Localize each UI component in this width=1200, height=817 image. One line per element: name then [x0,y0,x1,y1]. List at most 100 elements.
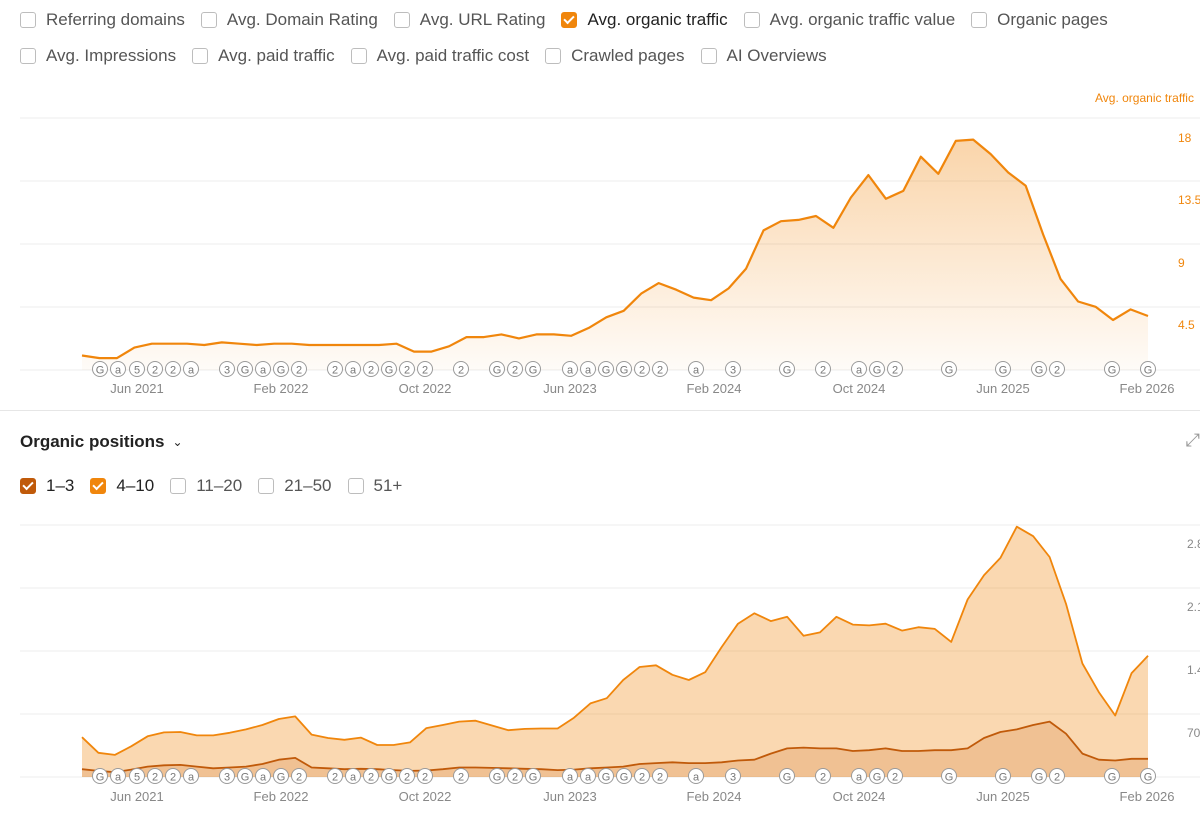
annotation-marker[interactable]: 2 [887,768,903,784]
annotation-marker[interactable]: 2 [327,361,343,377]
checkbox-checked-icon[interactable] [90,478,107,494]
annotation-marker[interactable]: 2 [399,361,415,377]
checkbox-ai-overviews[interactable]: AI Overviews [700,46,827,66]
annotation-marker[interactable]: a [345,768,361,784]
annotation-marker[interactable]: 2 [363,361,379,377]
annotation-marker[interactable]: a [851,768,867,784]
annotation-marker[interactable]: 2 [417,768,433,784]
checkbox-avg-organic-traffic-value[interactable]: Avg. organic traffic value [743,10,955,30]
checkbox-icon[interactable] [350,48,367,64]
annotation-marker[interactable]: 2 [453,768,469,784]
annotation-marker[interactable]: G [273,361,289,377]
annotation-marker[interactable]: 2 [417,361,433,377]
annotation-marker[interactable]: 3 [725,361,741,377]
annotation-marker[interactable]: a [580,361,596,377]
annotation-marker[interactable]: 2 [363,768,379,784]
annotation-marker[interactable]: 2 [291,361,307,377]
checkbox-4-10[interactable]: 4–10 [90,476,154,496]
checkbox-11-20[interactable]: 11–20 [170,476,242,496]
annotation-marker[interactable]: 3 [219,768,235,784]
annotation-marker[interactable]: 2 [165,768,181,784]
annotation-marker[interactable]: G [1140,361,1156,377]
annotation-marker[interactable]: G [1140,768,1156,784]
annotation-marker[interactable]: a [183,768,199,784]
annotation-marker[interactable]: 2 [815,768,831,784]
annotation-marker[interactable]: 5 [129,361,145,377]
annotation-marker[interactable]: G [489,768,505,784]
annotation-marker[interactable]: 2 [634,768,650,784]
annotation-marker[interactable]: a [255,768,271,784]
checkbox-icon[interactable] [200,12,217,28]
annotation-marker[interactable]: a [110,768,126,784]
annotation-marker[interactable]: G [92,768,108,784]
annotation-marker[interactable]: G [779,768,795,784]
checkbox-checked-icon[interactable] [561,12,578,28]
annotation-marker[interactable]: a [851,361,867,377]
annotation-marker[interactable]: a [255,361,271,377]
annotation-marker[interactable]: 3 [725,768,741,784]
annotation-marker[interactable]: a [580,768,596,784]
annotation-marker[interactable]: G [237,361,253,377]
annotation-marker[interactable]: G [1104,768,1120,784]
checkbox-1-3[interactable]: 1–3 [20,476,74,496]
annotation-marker[interactable]: G [941,361,957,377]
checkbox-icon[interactable] [192,48,209,64]
annotation-marker[interactable]: G [1104,361,1120,377]
checkbox-crawled-pages[interactable]: Crawled pages [545,46,685,66]
annotation-marker[interactable]: G [869,361,885,377]
checkbox-21-50[interactable]: 21–50 [258,476,332,496]
annotation-marker[interactable]: G [941,768,957,784]
annotation-marker[interactable]: 2 [507,361,523,377]
expand-icon[interactable]: ⤢ [1185,430,1200,450]
checkbox-referring-domains[interactable]: Referring domains [20,10,185,30]
checkbox-icon[interactable] [971,12,988,28]
annotation-marker[interactable]: a [688,768,704,784]
annotation-marker[interactable]: 2 [1049,768,1065,784]
annotation-marker[interactable]: a [110,361,126,377]
annotation-marker[interactable]: 2 [147,361,163,377]
annotation-marker[interactable]: 2 [815,361,831,377]
annotation-marker[interactable]: 2 [634,361,650,377]
checkbox-checked-icon[interactable] [20,478,36,494]
annotation-marker[interactable]: a [562,361,578,377]
annotation-marker[interactable]: G [525,361,541,377]
checkbox-icon[interactable] [258,478,275,494]
checkbox-organic-pages[interactable]: Organic pages [971,10,1108,30]
annotation-marker[interactable]: G [616,361,632,377]
checkbox-icon[interactable] [347,478,364,494]
annotation-marker[interactable]: G [237,768,253,784]
annotation-marker[interactable]: 2 [399,768,415,784]
annotation-marker[interactable]: 2 [327,768,343,784]
checkbox-avg-paid-traffic[interactable]: Avg. paid traffic [192,46,335,66]
annotation-marker[interactable]: G [995,361,1011,377]
annotation-marker[interactable]: G [869,768,885,784]
checkbox-icon[interactable] [170,478,187,494]
annotation-marker[interactable]: 3 [219,361,235,377]
annotation-marker[interactable]: 5 [129,768,145,784]
annotation-marker[interactable]: G [381,768,397,784]
checkbox-avg-impressions[interactable]: Avg. Impressions [20,46,176,66]
checkbox-avg-paid-traffic-cost[interactable]: Avg. paid traffic cost [350,46,529,66]
annotation-marker[interactable]: 2 [291,768,307,784]
annotation-marker[interactable]: 2 [887,361,903,377]
annotation-marker[interactable]: a [688,361,704,377]
annotation-marker[interactable]: 2 [652,768,668,784]
organic-positions-dropdown[interactable]: Organic positions ⌄ [20,432,183,452]
annotation-marker[interactable]: 2 [1049,361,1065,377]
checkbox-avg-organic-traffic[interactable]: Avg. organic traffic [561,10,728,30]
annotation-marker[interactable]: G [616,768,632,784]
annotation-marker[interactable]: G [92,361,108,377]
annotation-marker[interactable]: G [779,361,795,377]
annotation-marker[interactable]: 2 [147,768,163,784]
annotation-marker[interactable]: G [1031,768,1047,784]
annotation-marker[interactable]: G [489,361,505,377]
annotation-marker[interactable]: a [183,361,199,377]
annotation-marker[interactable]: 2 [652,361,668,377]
checkbox-icon[interactable] [545,48,562,64]
checkbox-icon[interactable] [20,12,36,28]
annotation-marker[interactable]: a [562,768,578,784]
annotation-marker[interactable]: 2 [507,768,523,784]
checkbox-51[interactable]: 51+ [347,476,402,496]
checkbox-icon[interactable] [393,12,410,28]
annotation-marker[interactable]: 2 [453,361,469,377]
